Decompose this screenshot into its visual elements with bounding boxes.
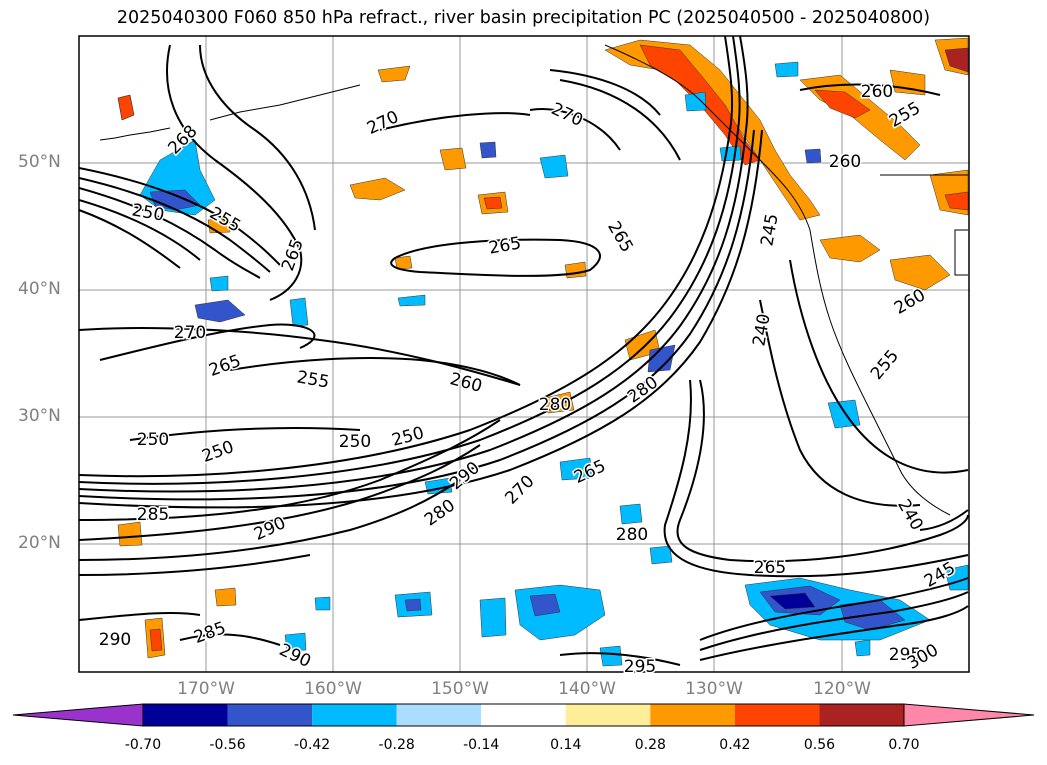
colorbar-frame xyxy=(142,703,905,727)
precip-patches xyxy=(117,37,969,667)
refractivity-contours xyxy=(79,36,969,666)
gridlines xyxy=(79,36,969,672)
lon-label-130w: 130°W xyxy=(685,679,743,699)
map-frame xyxy=(78,35,970,673)
contour-label: 285 xyxy=(137,505,169,525)
contour-label: 280 xyxy=(616,525,648,545)
colorbar-swatch xyxy=(819,704,904,726)
contour-label: 250 xyxy=(137,430,169,450)
contour-label: 240 xyxy=(893,496,927,534)
contour-label: 265 xyxy=(206,351,243,381)
lon-label-150w: 150°W xyxy=(431,679,489,699)
colorbar-tick-label: -0.70 xyxy=(124,737,162,753)
colorbar-swatch xyxy=(396,704,482,726)
contour-label: 240 xyxy=(749,312,774,347)
colorbar-tick-label: -0.28 xyxy=(378,737,415,753)
contour-label: 270 xyxy=(174,323,206,343)
colorbar-tick-label: 0.14 xyxy=(550,737,582,753)
contour-label: 260 xyxy=(861,82,893,102)
contour-label: 295 xyxy=(624,657,656,677)
contour-label: 250 xyxy=(339,432,371,452)
contour-label: 255 xyxy=(867,346,903,384)
contour-label: 290 xyxy=(99,630,131,650)
colorbar-swatch xyxy=(312,704,397,726)
colorbar-extend-high xyxy=(903,703,1035,727)
colorbar-tick-label: -0.14 xyxy=(463,737,500,753)
colorbar-tick-label: -0.56 xyxy=(209,737,246,753)
lat-label-30n: 30°N xyxy=(18,406,61,426)
colorbar-swatch xyxy=(565,704,651,726)
lon-label-170w: 170°W xyxy=(177,679,235,699)
lat-label-50n: 50°N xyxy=(18,152,61,172)
coastline xyxy=(99,44,968,516)
lon-label-160w: 160°W xyxy=(304,679,362,699)
colorbar xyxy=(12,703,1035,727)
contour-label: 270 xyxy=(501,471,538,508)
contour-label: 250 xyxy=(130,200,165,225)
contour-label: 265 xyxy=(278,236,308,273)
contour-label: 265 xyxy=(754,558,786,578)
contour-label: 290 xyxy=(276,640,314,672)
colorbar-extend-low xyxy=(12,703,144,727)
colorbar-tick-label: -0.42 xyxy=(293,737,331,753)
colorbar-tick-label: 0.56 xyxy=(803,737,836,753)
contour-label: 290 xyxy=(446,458,484,494)
lat-label-40n: 40°N xyxy=(18,279,61,299)
contour-label: 280 xyxy=(539,395,571,415)
contour-label: 285 xyxy=(191,618,228,648)
contour-label: 270 xyxy=(364,107,402,139)
contour-label: 255 xyxy=(295,367,330,392)
colorbar-tick-label: 0.28 xyxy=(634,737,666,753)
contour-label: 265 xyxy=(487,233,522,258)
lon-label-120w: 120°W xyxy=(813,679,871,699)
contour-label: 250 xyxy=(390,423,427,451)
colorbar-swatch xyxy=(650,704,735,726)
contour-label: 265 xyxy=(603,218,637,256)
colorbar-tick-label: 0.42 xyxy=(719,737,751,753)
colorbar-swatch xyxy=(143,704,228,726)
lat-label-20n: 20°N xyxy=(18,533,61,553)
contour-label: 245 xyxy=(757,212,782,247)
colorbar-swatch xyxy=(227,704,313,726)
contour-label: 295 xyxy=(889,645,921,665)
lon-label-140w: 140°W xyxy=(558,679,616,699)
contour-label: 260 xyxy=(829,152,861,172)
figure-title: 2025040300 F060 850 hPa refract., river … xyxy=(116,8,931,28)
map-content xyxy=(79,36,969,672)
colorbar-swatch xyxy=(481,704,566,726)
contour-label: 270 xyxy=(548,99,586,131)
colorbar-tick-label: 0.70 xyxy=(888,737,920,753)
colorbar-swatch xyxy=(734,704,820,726)
contour-label: 250 xyxy=(199,437,236,467)
